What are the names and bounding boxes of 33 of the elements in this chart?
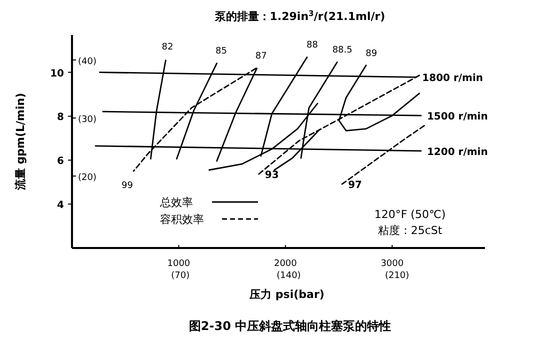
x2-tick-label: (210) bbox=[384, 271, 410, 281]
y-tick-label: 6 bbox=[57, 156, 64, 168]
y2-tick-label: (30) bbox=[78, 114, 96, 125]
x-tick-label: 1000 bbox=[167, 259, 190, 269]
x-axis-title: 压力 psi(bar) bbox=[248, 288, 324, 301]
series-label: 1200 r/min bbox=[426, 146, 488, 158]
chart-title: 泵的排量：1.29in$^{3}$/r(21.1ml/r) bbox=[214, 8, 386, 23]
series-label: 97 bbox=[348, 180, 362, 192]
x-tick-label: 2000 bbox=[274, 259, 298, 269]
annotation: 粘度：25cSt bbox=[378, 224, 443, 237]
series-label: 88.5 bbox=[332, 46, 352, 56]
y2-tick-label: (40) bbox=[78, 56, 96, 67]
series-label: 99 bbox=[122, 180, 134, 191]
y-tick-label: 10 bbox=[50, 68, 64, 80]
y2-tick-label: (20) bbox=[78, 173, 96, 184]
annotation: 容积效率 bbox=[160, 213, 204, 226]
y-tick-label: 4 bbox=[57, 200, 64, 212]
series-label: 88 bbox=[306, 40, 318, 51]
annotation: 120°F (50℃) bbox=[374, 208, 446, 221]
series-label: 89 bbox=[366, 48, 378, 59]
series-label: 85 bbox=[215, 46, 227, 56]
y-axis-title: 流量 gpm(L/min) bbox=[14, 92, 27, 192]
x-tick-label: 3000 bbox=[380, 259, 404, 269]
series-label: 93 bbox=[264, 170, 279, 181]
series-label: 87 bbox=[255, 51, 267, 62]
series-label: 82 bbox=[162, 42, 174, 52]
series-label: 1800 r/min bbox=[422, 73, 484, 84]
x2-tick-label: (70) bbox=[171, 271, 190, 281]
x2-tick-label: (140) bbox=[276, 271, 301, 281]
series-label: 1500 r/min bbox=[426, 112, 488, 123]
caption: 图2-30 中压斜盘式轴向柱塞泵的特性 bbox=[188, 319, 392, 333]
annotation: 总效率 bbox=[159, 196, 193, 209]
y-tick-label: 8 bbox=[57, 112, 64, 124]
